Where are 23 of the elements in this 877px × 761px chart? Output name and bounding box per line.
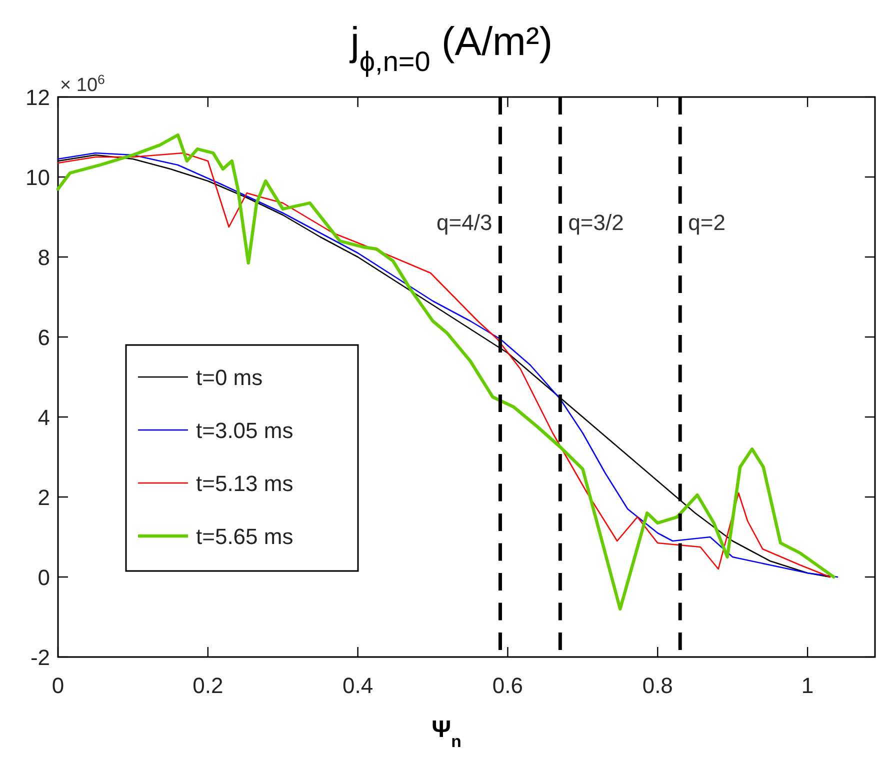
y-tick-label: 12 bbox=[26, 85, 50, 110]
y-tick-label: 10 bbox=[26, 165, 50, 190]
legend-label: t=5.13 ms bbox=[196, 471, 294, 496]
annotation: q=3/2 bbox=[568, 210, 624, 235]
x-axis-title: Ψ$_{n}$ bbox=[432, 716, 462, 750]
y-tick-label: 6 bbox=[38, 325, 50, 350]
y-tick-label: 2 bbox=[38, 485, 50, 510]
y-tick-label: -2 bbox=[30, 645, 50, 670]
x-tick-label: 0.6 bbox=[492, 673, 524, 698]
y-tick-label: 4 bbox=[38, 405, 50, 430]
legend-label: t=0 ms bbox=[196, 365, 263, 390]
legend-label: t=5.65 ms bbox=[196, 524, 294, 549]
y-tick-label: 8 bbox=[38, 245, 50, 270]
text: × 10$^{6}$ bbox=[60, 72, 105, 96]
x-tick-label: 0.4 bbox=[342, 673, 374, 698]
x-tick-label: 0.2 bbox=[192, 673, 224, 698]
y-tick-label: 0 bbox=[38, 565, 50, 590]
x-tick-label: 0.8 bbox=[642, 673, 673, 698]
legend-label: t=3.05 ms bbox=[196, 418, 294, 443]
annotation: q=2 bbox=[688, 210, 726, 235]
annotation: q=4/3 bbox=[436, 210, 492, 235]
x-tick-label: 1 bbox=[801, 673, 814, 698]
chart-title: j$_{ϕ,n=0}$ (A/m²) bbox=[349, 20, 553, 76]
